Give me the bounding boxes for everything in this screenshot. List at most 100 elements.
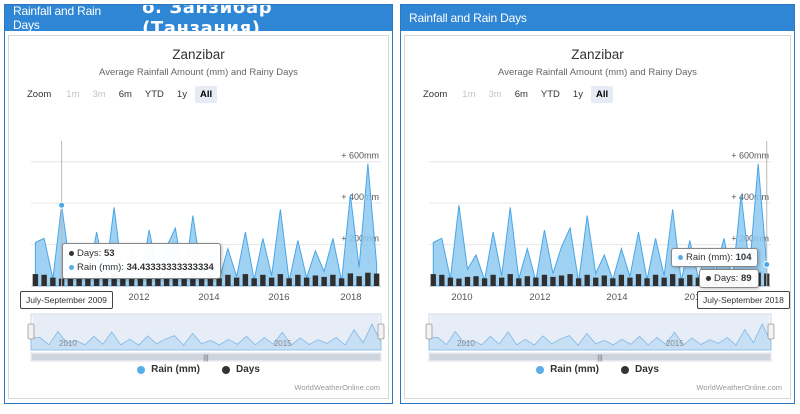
navigator-tick-label: 2010 xyxy=(59,339,77,348)
scrollbar-thumb[interactable] xyxy=(430,354,770,360)
days-bar xyxy=(464,276,471,286)
rain-point xyxy=(603,254,605,256)
rain-point xyxy=(279,208,281,210)
days-bar xyxy=(661,277,667,286)
zoom-1m-button[interactable]: 1m xyxy=(66,89,80,100)
rain-point xyxy=(543,229,545,231)
chart-legend: Rain (mm) Days xyxy=(9,364,388,375)
days-bar xyxy=(365,272,371,286)
tooltip-rain-row: Rain (mm): 34.43333333333334 xyxy=(69,261,214,275)
zoom-6m-button[interactable]: 6m xyxy=(118,89,132,100)
days-bar xyxy=(172,274,179,286)
zoom-3m-button[interactable]: 3m xyxy=(488,89,502,100)
zoom-controls: Zoom 1m 3m 6m YTD 1y All xyxy=(423,86,616,103)
panel-header: Rainfall and Rain Days xyxy=(401,5,794,31)
credit-text[interactable]: WorldWeatherOnline.com xyxy=(294,383,380,392)
days-bar xyxy=(128,276,135,286)
days-bar xyxy=(516,278,522,286)
rainfall-panel-left: Rainfall and Rain Days о. Занзибар (Танз… xyxy=(4,4,393,404)
hover-point xyxy=(58,201,66,209)
days-bar xyxy=(347,273,354,286)
rain-point xyxy=(552,272,554,274)
rain-point xyxy=(358,266,360,268)
rain-point xyxy=(367,163,369,165)
days-bar xyxy=(473,276,479,286)
y-tick-label: + 600mm xyxy=(731,151,769,161)
days-bar xyxy=(120,278,126,286)
x-tick-label: 2018 xyxy=(340,292,361,303)
zoom-ytd-button[interactable]: YTD xyxy=(540,89,560,100)
rain-point xyxy=(148,229,150,231)
rain-point xyxy=(192,214,194,216)
x-tick-label: 2014 xyxy=(606,292,627,303)
rain-point xyxy=(297,239,299,241)
zoom-ytd-button[interactable]: YTD xyxy=(144,89,164,100)
navigator-tick-label: 2015 xyxy=(274,339,292,348)
navigator-handle[interactable] xyxy=(27,323,35,340)
navigator-series xyxy=(30,323,382,351)
days-bar xyxy=(321,276,327,286)
days-bar xyxy=(499,277,505,286)
zoom-1y-button[interactable]: 1y xyxy=(176,89,187,100)
days-bar xyxy=(163,275,170,286)
legend-item-rain[interactable]: Rain (mm) xyxy=(137,364,200,375)
days-bar xyxy=(601,275,607,286)
rain-point xyxy=(620,248,622,250)
y-tick-label: + 400mm xyxy=(731,192,769,202)
rain-legend-icon xyxy=(137,365,146,374)
rain-dot-icon xyxy=(678,254,683,260)
days-bar xyxy=(303,277,310,286)
days-dot-icon xyxy=(69,250,74,256)
rain-tooltip: Rain (mm): 104 xyxy=(671,248,759,267)
navigator-handle[interactable] xyxy=(377,323,385,340)
chart-container: Zanzibar Average Rainfall Amount (mm) an… xyxy=(404,35,791,399)
legend-item-rain[interactable]: Rain (mm) xyxy=(536,364,599,375)
days-bar xyxy=(373,273,380,286)
rain-point xyxy=(458,204,460,206)
days-bar xyxy=(635,274,642,286)
rain-dot-icon xyxy=(69,264,74,270)
rain-point xyxy=(244,231,246,233)
days-bar xyxy=(155,276,161,286)
days-bar xyxy=(85,278,91,286)
scrollbar-thumb[interactable] xyxy=(32,354,380,360)
rain-point xyxy=(441,237,443,239)
days-bar xyxy=(575,278,582,286)
rainfall-panel-right: Rainfall and Rain Days Zanzibar Average … xyxy=(400,4,795,404)
date-tooltip: July-September 2018 xyxy=(697,291,790,309)
rain-point xyxy=(637,231,639,233)
credit-text[interactable]: WorldWeatherOnline.com xyxy=(696,383,782,392)
rain-point xyxy=(723,237,725,239)
x-tick-label: 2016 xyxy=(268,292,289,303)
rain-point xyxy=(526,248,528,250)
days-bar xyxy=(558,275,565,286)
x-tick-label: 2016 xyxy=(684,292,705,303)
navigator-handle[interactable] xyxy=(425,323,433,340)
zoom-controls: Zoom 1m 3m 6m YTD 1y All xyxy=(27,86,220,103)
rain-point xyxy=(314,250,316,252)
days-bar xyxy=(111,274,117,286)
zoom-all-button[interactable]: All xyxy=(590,86,614,103)
zoom-1y-button[interactable]: 1y xyxy=(572,89,583,100)
rain-point xyxy=(95,231,97,233)
zoom-1m-button[interactable]: 1m xyxy=(462,89,476,100)
zoom-all-button[interactable]: All xyxy=(194,86,218,103)
days-bar xyxy=(439,274,445,286)
rain-point xyxy=(475,254,477,256)
legend-item-days[interactable]: Days xyxy=(621,364,659,375)
days-bar xyxy=(93,274,100,286)
rain-point xyxy=(332,237,334,239)
days-bar xyxy=(207,275,214,286)
navigator-tick-label: 2010 xyxy=(457,339,475,348)
hover-point xyxy=(763,260,771,268)
legend-item-days[interactable]: Days xyxy=(222,364,260,375)
zoom-3m-button[interactable]: 3m xyxy=(92,89,106,100)
rain-point xyxy=(629,275,631,277)
navigator-handle[interactable] xyxy=(767,323,775,340)
zoom-6m-button[interactable]: 6m xyxy=(514,89,528,100)
rain-point xyxy=(432,241,434,243)
days-bar xyxy=(430,274,436,286)
tooltip-days-row: Days: 53 xyxy=(69,247,214,261)
rain-point xyxy=(349,194,351,196)
chart-container: Zanzibar Average Rainfall Amount (mm) an… xyxy=(8,35,389,399)
